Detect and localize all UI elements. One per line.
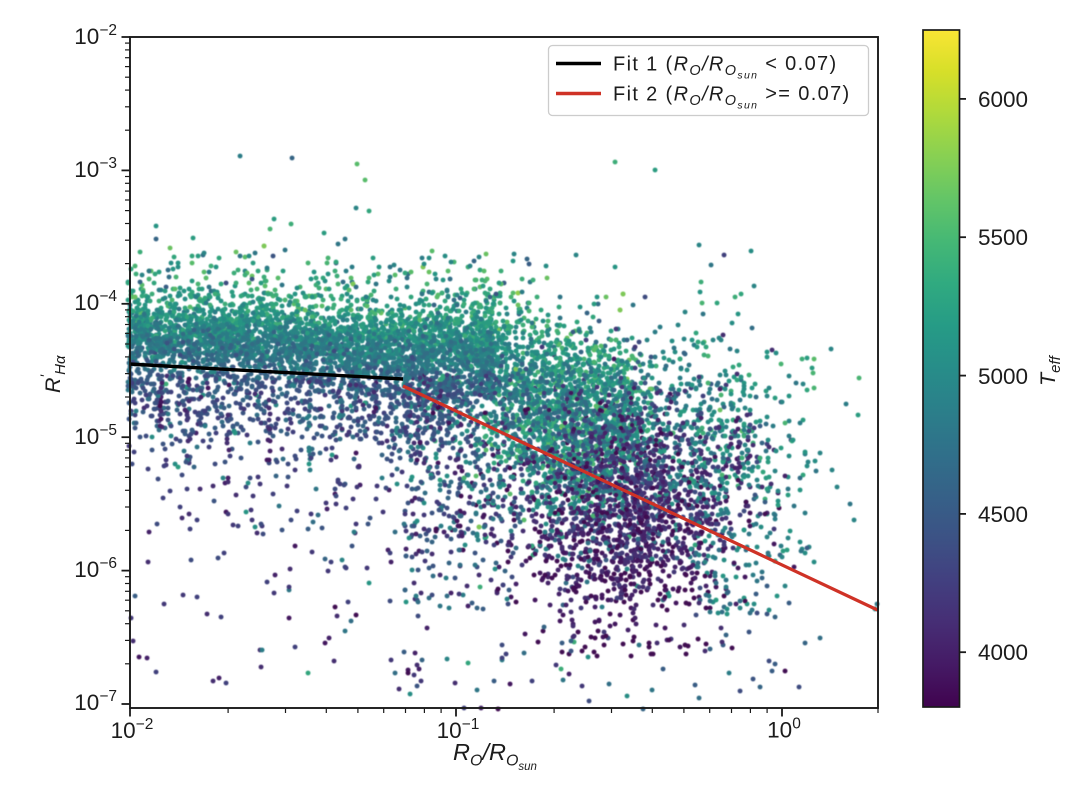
svg-text:4000: 4000 bbox=[978, 640, 1028, 665]
svg-text:10−5: 10−5 bbox=[74, 422, 117, 449]
svg-text:4500: 4500 bbox=[978, 502, 1028, 527]
svg-text:5000: 5000 bbox=[978, 364, 1028, 389]
svg-text:6000: 6000 bbox=[978, 87, 1028, 112]
svg-text:5500: 5500 bbox=[978, 225, 1028, 250]
svg-text:10−7: 10−7 bbox=[74, 688, 117, 715]
